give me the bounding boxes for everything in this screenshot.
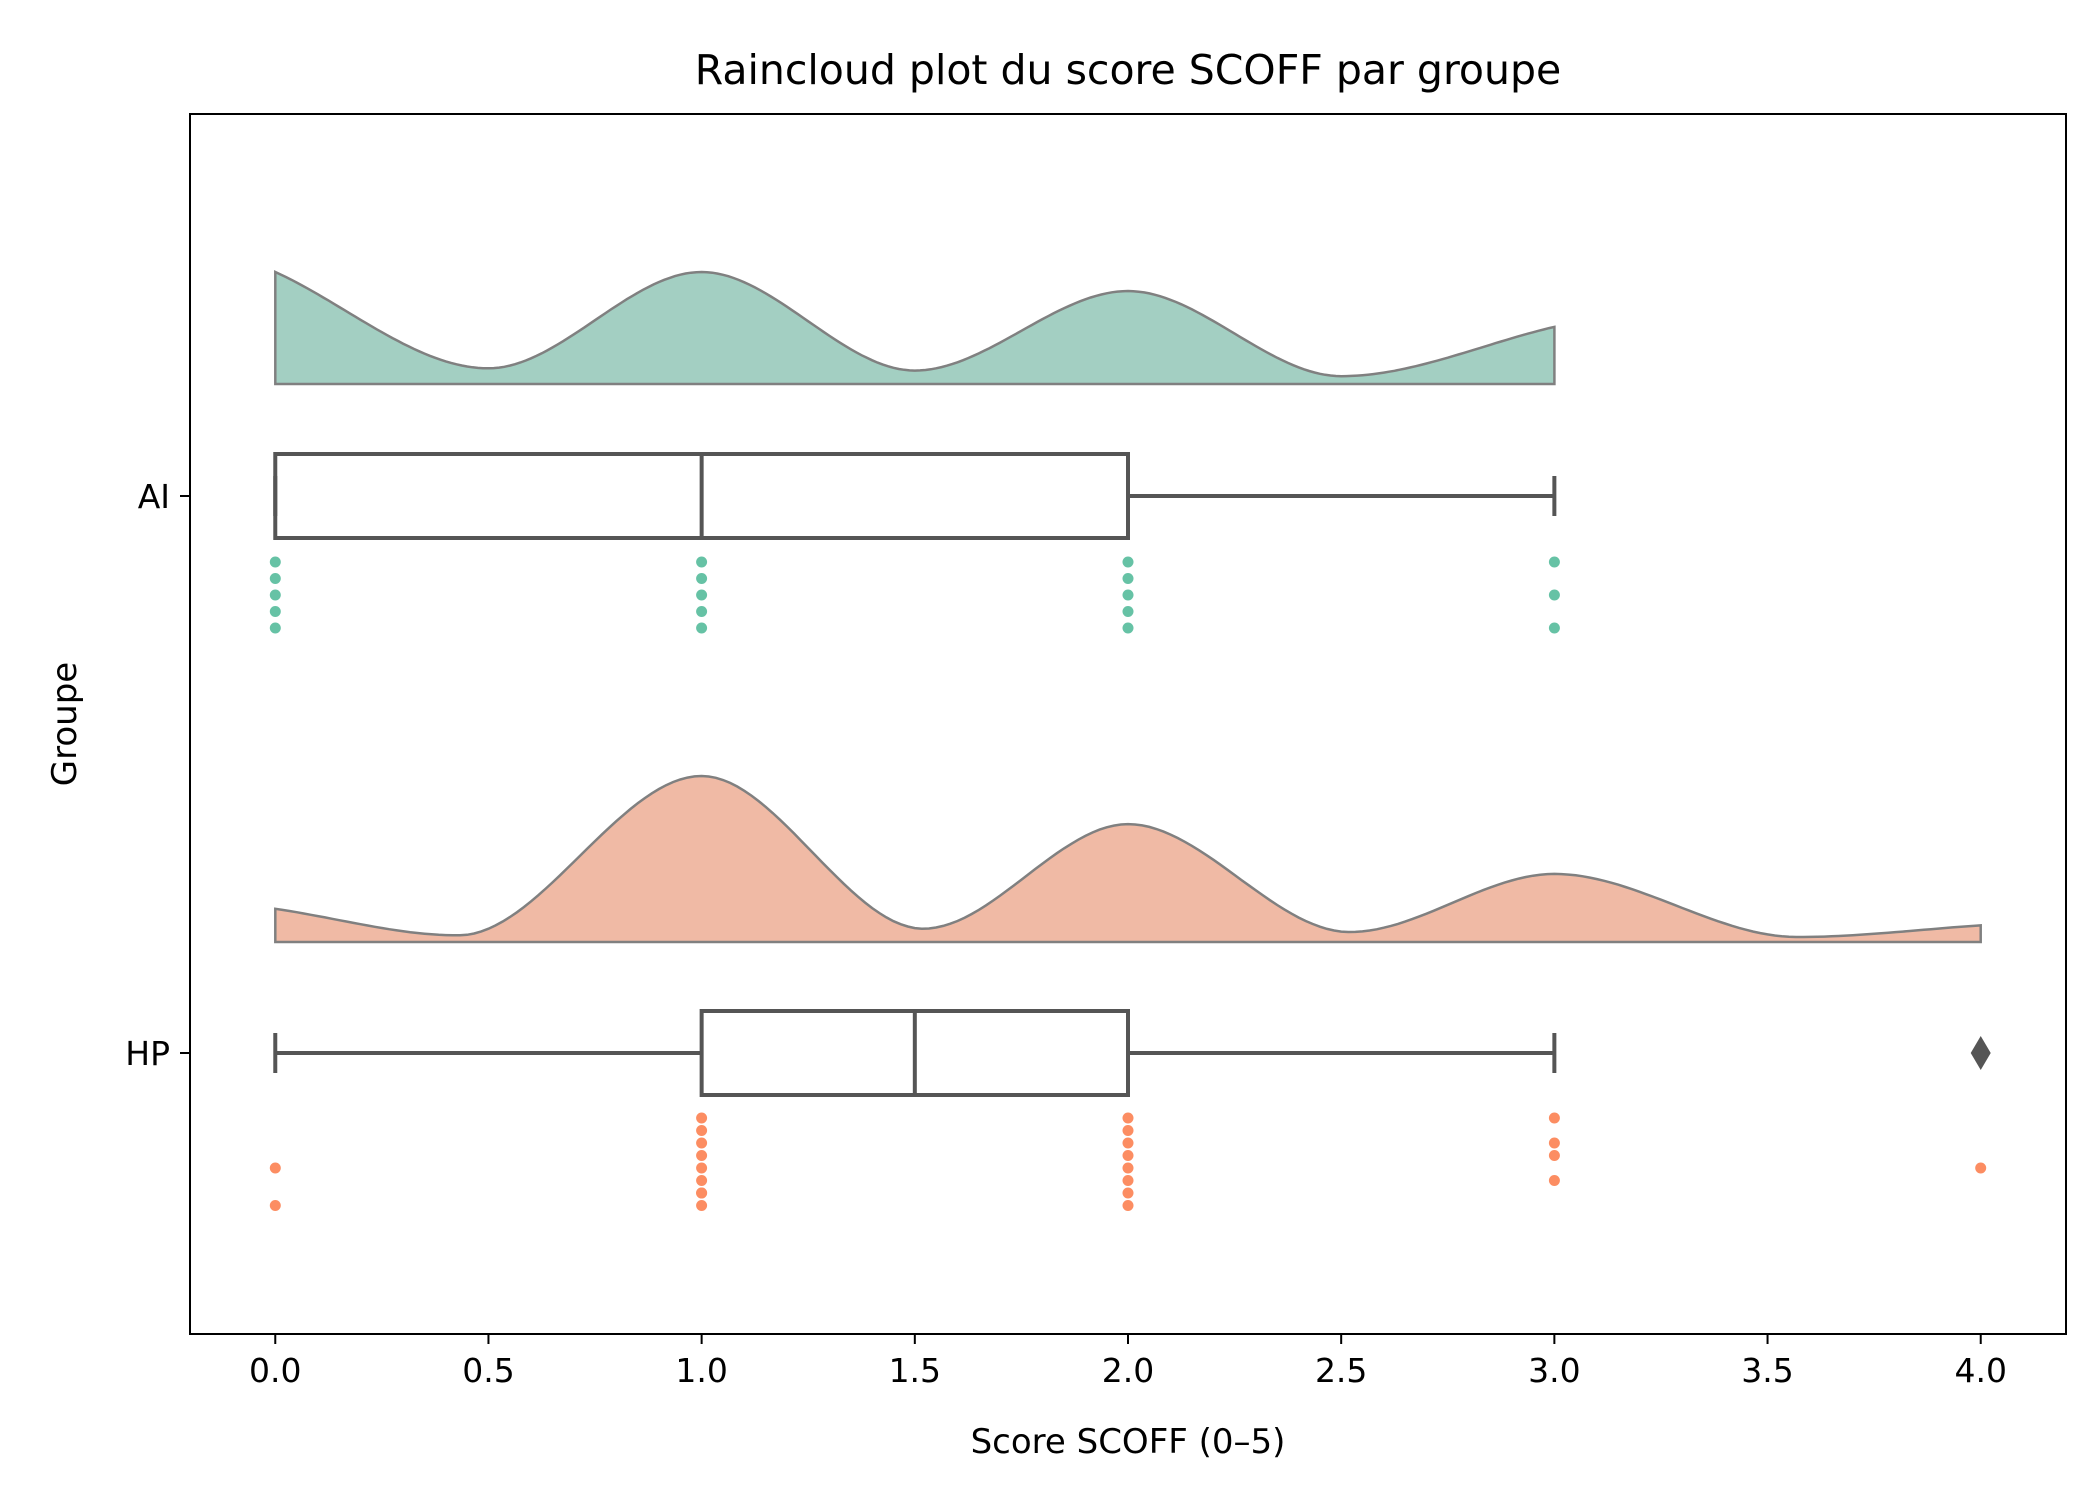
density-cloud-hp bbox=[274, 774, 1982, 944]
rain-points bbox=[269, 556, 1987, 1211]
box-plots bbox=[273, 452, 1991, 1097]
outlier-marker bbox=[1970, 1036, 1991, 1070]
x-tick-label: 2.5 bbox=[1315, 1351, 1367, 1390]
x-axis-label: Score SCOFF (0–5) bbox=[971, 1422, 1286, 1462]
y-axis-ticks: AI HP bbox=[125, 477, 190, 1073]
rain-point-ai bbox=[1122, 556, 1134, 568]
rain-point-ai bbox=[696, 573, 708, 584]
rain-point-hp bbox=[1548, 1112, 1560, 1124]
rain-point-hp bbox=[696, 1150, 708, 1161]
rain-point-hp bbox=[696, 1112, 708, 1124]
rain-point-hp bbox=[1122, 1162, 1134, 1174]
rain-point-ai bbox=[1122, 573, 1134, 584]
x-tick-label: 3.5 bbox=[1741, 1351, 1793, 1390]
rain-point-hp bbox=[696, 1187, 708, 1199]
rain-point-ai bbox=[1548, 589, 1560, 601]
rain-point-ai bbox=[696, 622, 708, 634]
rain-point-hp bbox=[696, 1200, 708, 1211]
rain-point-ai bbox=[1122, 622, 1134, 634]
x-tick-label: 4.0 bbox=[1954, 1351, 2006, 1390]
rain-point-ai bbox=[1548, 556, 1560, 568]
density-cloud-ai bbox=[274, 270, 1556, 386]
x-tick-label: 1.0 bbox=[675, 1351, 727, 1390]
density-clouds bbox=[274, 270, 1982, 944]
rain-point-hp bbox=[696, 1125, 708, 1136]
rain-point-ai bbox=[269, 606, 281, 617]
rain-point-ai bbox=[1548, 622, 1560, 634]
chart-title: Raincloud plot du score SCOFF par groupe bbox=[695, 46, 1561, 94]
y-axis-label: Groupe bbox=[45, 662, 85, 786]
rain-point-ai bbox=[269, 589, 281, 601]
rain-point-hp bbox=[696, 1175, 708, 1186]
x-tick-label: 3.0 bbox=[1528, 1351, 1580, 1390]
x-tick-label: 0.5 bbox=[462, 1351, 514, 1390]
rain-point-hp bbox=[269, 1200, 281, 1211]
x-axis-ticks: 0.0 0.5 1.0 1.5 2.0 2.5 3.0 3.5 4.0 bbox=[249, 1334, 2007, 1390]
rain-point-hp bbox=[1548, 1150, 1560, 1161]
rain-point-hp bbox=[1548, 1175, 1560, 1186]
y-tick-label: AI bbox=[138, 477, 170, 516]
rain-point-hp bbox=[1122, 1175, 1134, 1186]
rain-point-hp bbox=[1548, 1137, 1560, 1149]
rain-point-hp bbox=[1122, 1125, 1134, 1136]
rain-point-hp bbox=[1122, 1150, 1134, 1161]
x-tick-label: 0.0 bbox=[249, 1351, 301, 1390]
box-plot-hp bbox=[273, 1009, 1991, 1097]
rain-point-hp bbox=[1122, 1187, 1134, 1199]
x-tick-label: 2.0 bbox=[1102, 1351, 1154, 1390]
rain-point-hp bbox=[1122, 1200, 1134, 1211]
rain-point-ai bbox=[1122, 606, 1134, 617]
rain-point-hp bbox=[1975, 1162, 1987, 1174]
rain-point-ai bbox=[696, 606, 708, 617]
rain-point-ai bbox=[269, 622, 281, 634]
x-tick-label: 1.5 bbox=[889, 1351, 941, 1390]
rain-point-ai bbox=[696, 589, 708, 601]
rain-point-ai bbox=[269, 556, 281, 568]
rain-point-hp bbox=[696, 1162, 708, 1174]
rain-point-hp bbox=[269, 1162, 281, 1174]
rain-point-ai bbox=[1122, 589, 1134, 601]
box-plot-ai bbox=[273, 452, 1557, 540]
rain-point-ai bbox=[269, 573, 281, 584]
rain-point-hp bbox=[696, 1137, 708, 1149]
rain-point-ai bbox=[696, 556, 708, 568]
y-tick-label: HP bbox=[125, 1034, 170, 1073]
rain-point-hp bbox=[1122, 1112, 1134, 1124]
rain-point-hp bbox=[1122, 1137, 1134, 1149]
